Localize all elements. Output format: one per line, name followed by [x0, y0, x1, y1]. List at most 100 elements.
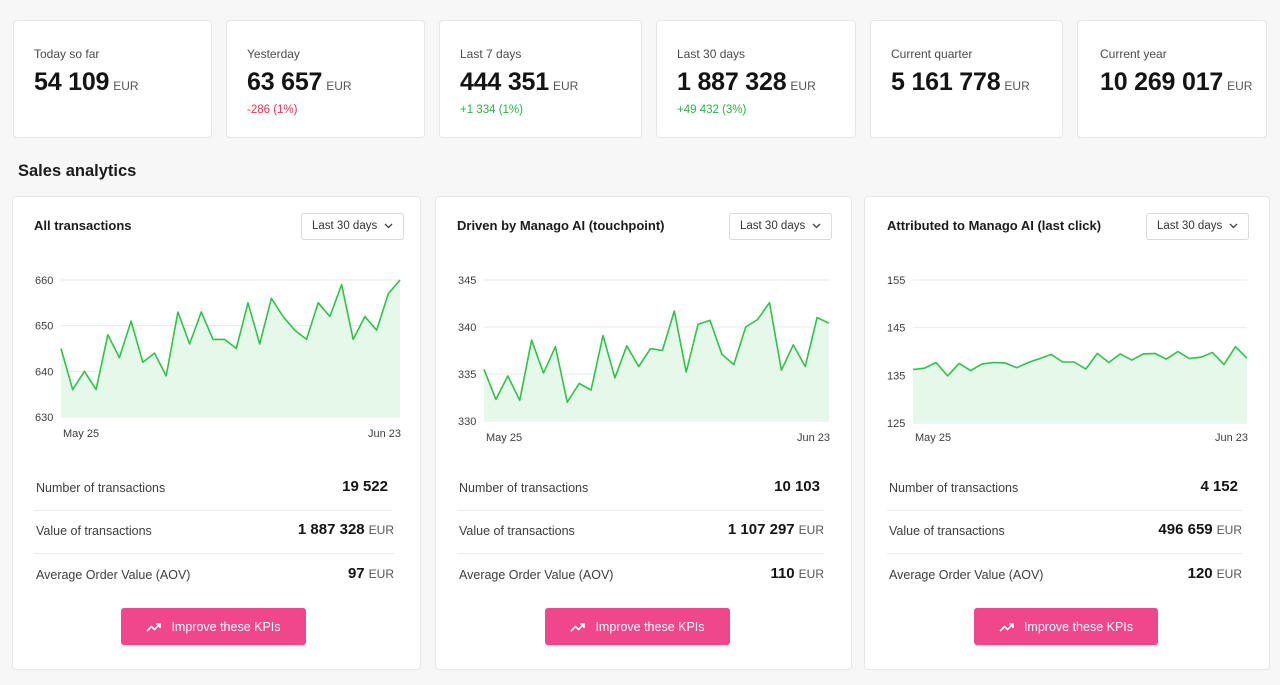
- panel-attributed-to-manago-ai: Attributed to Manago AI (last click) Las…: [864, 196, 1270, 670]
- kpi-value: 444 351: [460, 68, 549, 96]
- stat-label: Value of transactions: [459, 524, 575, 538]
- stat-row-number-of-transactions: Number of transactions 10 103: [457, 467, 824, 511]
- stat-value: 1 107 297: [727, 521, 795, 538]
- y-tick-label: 340: [458, 322, 476, 334]
- stat-row-number-of-transactions: Number of transactions 19 522: [34, 467, 392, 511]
- stat-unit: EUR: [368, 523, 394, 537]
- stat-value: 97: [347, 565, 365, 582]
- period-select[interactable]: Last 30 days: [301, 213, 404, 240]
- kpi-card-today: Today so far 54 109 EUR: [13, 20, 212, 138]
- kpi-value: 63 657: [247, 68, 323, 96]
- period-select-value: Last 30 days: [740, 220, 806, 232]
- stat-value: 1 887 328: [297, 521, 365, 538]
- kpi-row: Today so far 54 109 EUR Yesterday 63 657 E…: [13, 20, 1267, 138]
- y-tick-label: 335: [458, 369, 476, 381]
- stat-label: Average Order Value (AOV): [459, 568, 614, 582]
- kpi-card-current-quarter: Current quarter 5 161 778 EUR: [870, 20, 1063, 138]
- stat-value: 496 659: [1158, 521, 1213, 538]
- stat-value: 110: [770, 565, 795, 582]
- stat-label: Number of transactions: [459, 481, 589, 495]
- stat-value: 4 152: [1200, 478, 1238, 495]
- chevron-down-icon: [384, 223, 393, 229]
- kpi-unit: EUR: [1004, 79, 1030, 93]
- kpi-value: 54 109: [34, 68, 110, 96]
- x-tick-label-end: Jun 23: [368, 428, 401, 440]
- kpi-card-last-7-days: Last 7 days 444 351 EUR +1 334 (1%): [439, 20, 642, 138]
- stat-unit: EUR: [368, 567, 394, 581]
- kpi-card-yesterday: Yesterday 63 657 EUR -286 (1%): [226, 20, 425, 138]
- panel-title: Attributed to Manago AI (last click): [887, 218, 1102, 233]
- period-select[interactable]: Last 30 days: [1146, 213, 1249, 240]
- panel-title: All transactions: [34, 218, 132, 233]
- x-tick-label-start: May 25: [486, 432, 522, 444]
- period-select[interactable]: Last 30 days: [729, 213, 832, 240]
- stat-unit: EUR: [1216, 523, 1242, 537]
- stat-row-number-of-transactions: Number of transactions 4 152: [887, 467, 1242, 511]
- improve-kpis-button[interactable]: Improve these KPIs: [121, 608, 306, 645]
- kpi-unit: EUR: [552, 79, 579, 93]
- period-select-value: Last 30 days: [1157, 220, 1223, 232]
- x-tick-label-end: Jun 23: [797, 432, 830, 444]
- transactions-chart: 630 640 650 660 May 25 Jun 23: [35, 275, 401, 440]
- x-tick-label-start: May 25: [915, 432, 951, 444]
- chevron-down-icon: [1229, 223, 1238, 229]
- y-tick-label: 650: [35, 321, 53, 333]
- kpi-label: Last 7 days: [460, 47, 522, 61]
- period-select-value: Last 30 days: [312, 220, 378, 232]
- kpi-unit: EUR: [790, 79, 816, 93]
- chevron-down-icon: [812, 223, 821, 229]
- kpi-label: Today so far: [34, 47, 100, 61]
- panel-driven-by-manago-ai: Driven by Manago AI (touchpoint) Last 30…: [435, 196, 852, 670]
- trending-up-icon: [146, 622, 162, 632]
- stat-label: Value of transactions: [889, 524, 1005, 538]
- stat-label: Number of transactions: [36, 481, 166, 495]
- kpi-unit: EUR: [326, 79, 352, 93]
- y-tick-label: 125: [887, 418, 905, 430]
- series-area: [913, 346, 1247, 423]
- improve-kpis-label: Improve these KPIs: [1023, 619, 1134, 634]
- kpi-value: 10 269 017: [1100, 68, 1224, 96]
- stat-label: Value of transactions: [36, 524, 152, 538]
- stat-value: 19 522: [342, 478, 388, 495]
- y-tick-label: 155: [887, 275, 905, 287]
- stat-row-value-of-transactions: Value of transactions 1 887 328 EUR: [34, 510, 394, 554]
- stat-label: Average Order Value (AOV): [889, 568, 1044, 582]
- kpi-label: Yesterday: [247, 47, 300, 61]
- kpi-label: Current year: [1100, 47, 1167, 61]
- y-tick-label: 135: [887, 370, 905, 382]
- stat-value: 120: [1187, 565, 1213, 582]
- stat-row-average-order-value: Average Order Value (AOV) 97 EUR: [34, 554, 394, 598]
- stat-row-average-order-value: Average Order Value (AOV) 120 EUR: [887, 554, 1242, 598]
- kpi-delta: +1 334 (1%): [460, 104, 523, 116]
- series-line: [60, 279, 401, 391]
- touchpoint-chart: 330 335 340 345 May 25 Jun 23: [458, 275, 830, 444]
- kpi-delta: -286 (1%): [247, 104, 298, 116]
- stat-label: Average Order Value (AOV): [36, 568, 191, 582]
- improve-kpis-button[interactable]: Improve these KPIs: [974, 608, 1158, 645]
- kpi-label: Last 30 days: [677, 47, 746, 61]
- series-line: [912, 345, 1248, 377]
- kpi-label: Current quarter: [891, 47, 973, 61]
- trending-up-icon: [999, 622, 1014, 632]
- kpi-delta: +49 432 (3%): [677, 104, 747, 116]
- panel-all-transactions: All transactions Last 30 days 630 640 650 6…: [12, 196, 421, 670]
- kpi-value: 1 887 328: [677, 68, 787, 96]
- kpi-unit: EUR: [113, 79, 139, 93]
- y-tick-label: 330: [458, 416, 476, 428]
- kpi-card-current-year: Current year 10 269 017 EUR: [1077, 20, 1267, 138]
- improve-kpis-label: Improve these KPIs: [171, 619, 281, 634]
- trending-up-icon: [570, 622, 586, 632]
- stat-row-value-of-transactions: Value of transactions 496 659 EUR: [887, 510, 1242, 554]
- kpi-card-last-30-days: Last 30 days 1 887 328 EUR +49 432 (3%): [656, 20, 856, 138]
- y-tick-label: 660: [35, 275, 53, 287]
- series-area: [61, 280, 400, 417]
- last-click-chart: 125 135 145 155 May 25 Jun 23: [887, 275, 1248, 444]
- improve-kpis-button[interactable]: Improve these KPIs: [545, 608, 730, 645]
- stat-row-value-of-transactions: Value of transactions 1 107 297 EUR: [457, 510, 824, 554]
- stat-unit: EUR: [1216, 567, 1242, 581]
- kpi-value: 5 161 778: [891, 68, 1001, 96]
- x-tick-label-start: May 25: [63, 428, 99, 440]
- x-tick-label-end: Jun 23: [1215, 432, 1248, 444]
- y-tick-label: 630: [35, 412, 53, 424]
- panel-title: Driven by Manago AI (touchpoint): [457, 218, 665, 233]
